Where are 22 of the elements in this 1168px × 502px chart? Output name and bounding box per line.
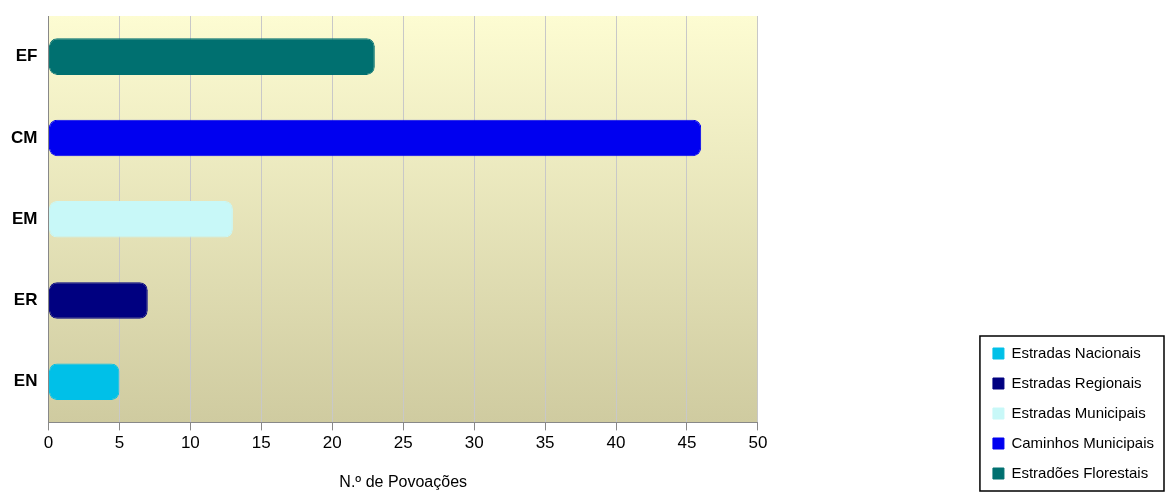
legend-label: Estradas Municipais xyxy=(1011,403,1146,421)
x-tick-label: 45 xyxy=(677,433,697,453)
y-tick-label: CM xyxy=(10,127,38,147)
x-tick-label: 10 xyxy=(180,433,200,453)
x-tick-label: 40 xyxy=(606,433,626,453)
legend-label: Estradas Nacionais xyxy=(1011,343,1141,361)
y-tick-label: EF xyxy=(15,46,38,66)
x-tick-label: 50 xyxy=(748,433,768,453)
y-tick-label: EN xyxy=(13,371,38,391)
x-tick-label: 20 xyxy=(322,433,342,453)
x-tick-label: 30 xyxy=(464,433,484,453)
legend-label: Estradões Florestais xyxy=(1011,463,1149,481)
y-tick-label: ER xyxy=(13,290,38,310)
x-tick-label: 25 xyxy=(393,433,413,453)
legend-label: Caminhos Municipais xyxy=(1011,433,1154,451)
x-tick-label: 5 xyxy=(114,433,125,453)
x-tick-label: 0 xyxy=(43,433,54,453)
x-axis-title: N.º de Povoações xyxy=(339,472,468,490)
x-tick-label: 15 xyxy=(251,433,271,453)
y-tick-label: EM xyxy=(11,208,38,228)
legend-label: Estradas Regionais xyxy=(1011,373,1142,391)
x-tick-label: 35 xyxy=(535,433,555,453)
